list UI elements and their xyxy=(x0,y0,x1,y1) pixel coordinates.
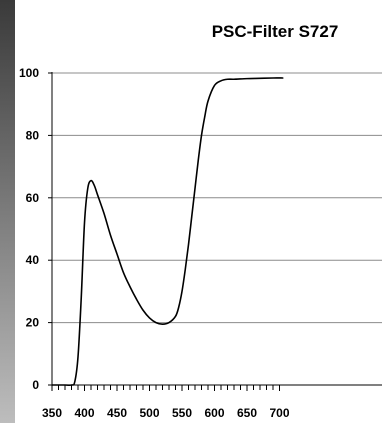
x-tick-label-500: 500 xyxy=(139,406,159,420)
x-tick-label-550: 550 xyxy=(172,406,192,420)
x-tick-label-700: 700 xyxy=(269,406,289,420)
x-tick-label-450: 450 xyxy=(107,406,127,420)
y-tick-labels: 0 20 40 60 80 100 xyxy=(19,66,39,392)
grid-lines xyxy=(52,72,382,324)
y-tick-label-0: 0 xyxy=(32,378,39,392)
axes xyxy=(48,72,382,391)
y-tick-label-80: 80 xyxy=(26,128,40,142)
x-tick-label-600: 600 xyxy=(204,406,224,420)
data-series xyxy=(51,77,284,387)
left-gradient-strip xyxy=(0,0,15,423)
chart-title: PSC-Filter S727 xyxy=(212,22,339,41)
y-tick-label-100: 100 xyxy=(19,66,39,80)
x-tick-labels: 350 400 450 500 550 600 650 700 xyxy=(42,406,290,420)
y-tick-label-20: 20 xyxy=(26,316,40,330)
series-line-0 xyxy=(51,77,284,387)
x-tick-label-650: 650 xyxy=(237,406,257,420)
x-tick-label-400: 400 xyxy=(74,406,94,420)
y-tick-label-60: 60 xyxy=(26,191,40,205)
y-tick-label-40: 40 xyxy=(26,253,40,267)
x-tick-label-350: 350 xyxy=(42,406,62,420)
